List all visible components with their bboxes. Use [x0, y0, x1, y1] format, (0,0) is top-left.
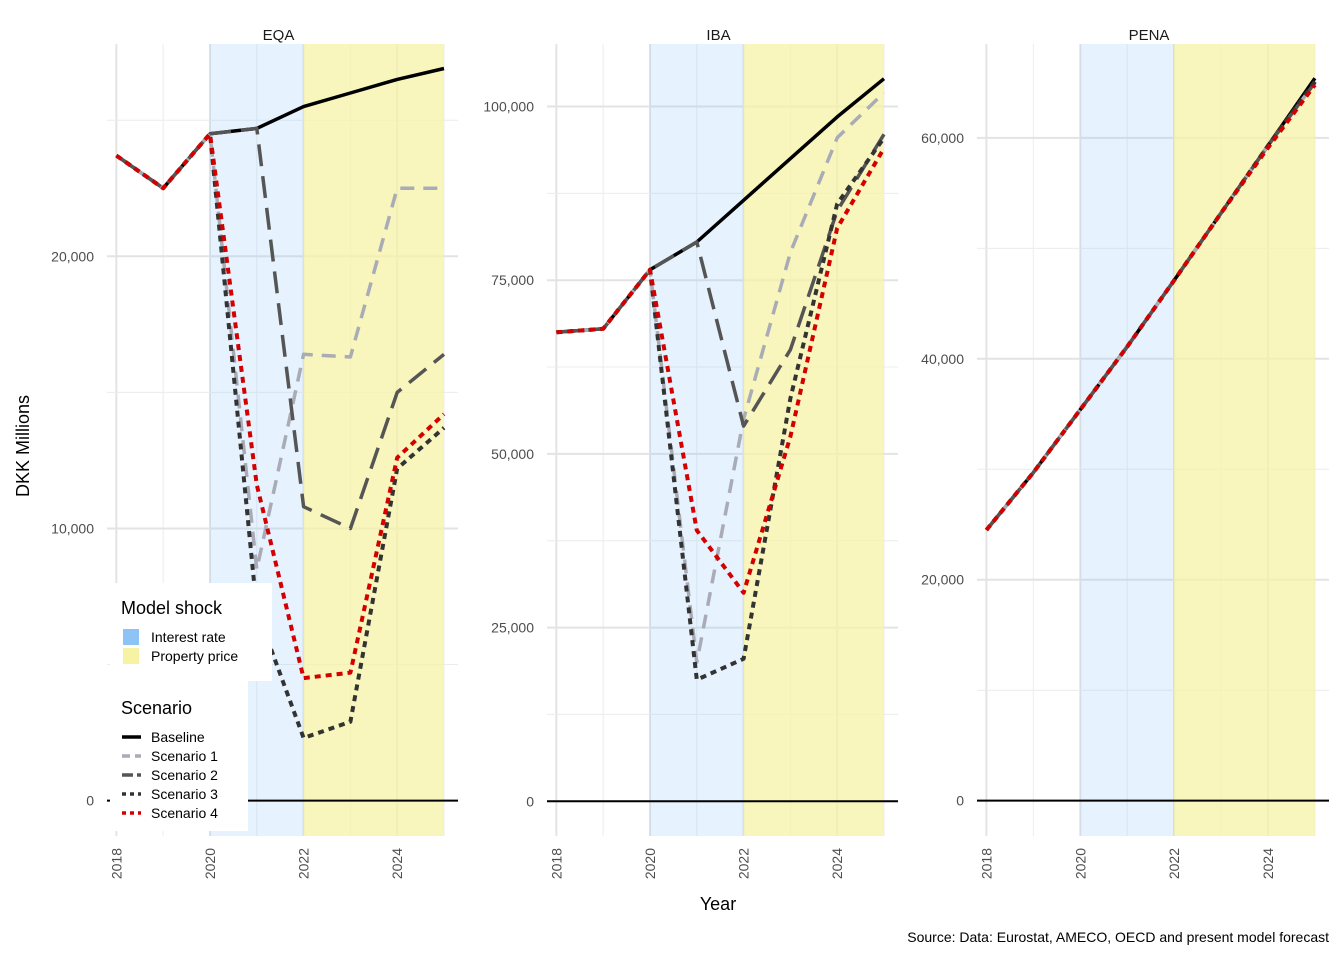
source-caption: Source: Data: Eurostat, AMECO, OECD and … [907, 929, 1329, 945]
legend-background-scenarios [110, 681, 248, 831]
x-tick-label: 2022 [736, 848, 752, 879]
legend-label-baseline: Baseline [151, 729, 205, 745]
x-tick-label: 2024 [1260, 848, 1276, 879]
x-tick-label: 2018 [108, 848, 124, 879]
legend-label-scenario-4: Scenario 4 [151, 805, 218, 821]
legend-title-scenario: Scenario [121, 698, 192, 718]
y-tick-label: 10,000 [51, 520, 94, 536]
x-tick-label: 2022 [1166, 848, 1182, 879]
y-tick-label: 60,000 [921, 130, 964, 146]
series-line-scenario-1 [115, 132, 444, 572]
y-axis-title: DKK Millions [13, 395, 33, 497]
legend-title-shock: Model shock [121, 598, 223, 618]
legend-label-property-price: Property price [151, 648, 238, 664]
x-tick-label: 2020 [1072, 848, 1088, 879]
shock-band-interest-rate [649, 44, 744, 836]
y-tick-label: 0 [86, 793, 94, 809]
x-tick-label: 2024 [389, 848, 405, 879]
shock-band-property-price [743, 44, 884, 836]
y-tick-label: 25,000 [491, 620, 534, 636]
series-line-scenario-2 [556, 133, 886, 428]
x-tick-label: 2022 [296, 848, 312, 879]
x-axis-title: Year [700, 894, 736, 914]
x-tick-label: 2018 [548, 848, 564, 879]
legend-label-interest-rate: Interest rate [151, 629, 226, 645]
legend-label-scenario-1: Scenario 1 [151, 748, 218, 764]
shock-band-interest-rate [1080, 44, 1175, 836]
panels-layer: EQA 0 10,000 20,000 2018 2020 2022 2024 IBA 0 25,0… [51, 27, 1329, 879]
x-tick-label: 2018 [978, 848, 994, 879]
panel-title: IBA [706, 27, 730, 44]
x-tick-label: 2024 [829, 848, 845, 879]
panel-iba: IBA 0 25,000 50,000 75,000 100,000 2018 2020 202… [483, 27, 898, 879]
legend: Model shock Interest rate Property price… [110, 583, 272, 831]
y-tick-label: 50,000 [491, 446, 534, 462]
y-tick-label: 20,000 [51, 248, 94, 264]
y-tick-label: 40,000 [921, 351, 964, 367]
x-tick-label: 2020 [202, 848, 218, 879]
y-tick-label: 0 [956, 793, 964, 809]
y-tick-label: 75,000 [491, 272, 534, 288]
series-line-scenario-4 [556, 147, 886, 595]
legend-key-interest-rate [123, 629, 139, 645]
panel-title: EQA [263, 27, 295, 44]
shock-band-property-price [1174, 44, 1315, 836]
y-tick-label: 100,000 [483, 99, 534, 115]
legend-label-scenario-3: Scenario 3 [151, 786, 218, 802]
x-tick-label: 2020 [642, 848, 658, 879]
shock-band-property-price [303, 44, 444, 836]
y-tick-label: 0 [526, 793, 534, 809]
legend-key-property-price [123, 648, 139, 664]
panel-pena: PENA 0 20,000 40,000 60,000 2018 2020 2022 2024 [921, 27, 1329, 879]
legend-label-scenario-2: Scenario 2 [151, 767, 218, 783]
y-tick-label: 20,000 [921, 572, 964, 588]
panel-title: PENA [1129, 27, 1170, 44]
series-line-scenario-4 [115, 131, 446, 681]
